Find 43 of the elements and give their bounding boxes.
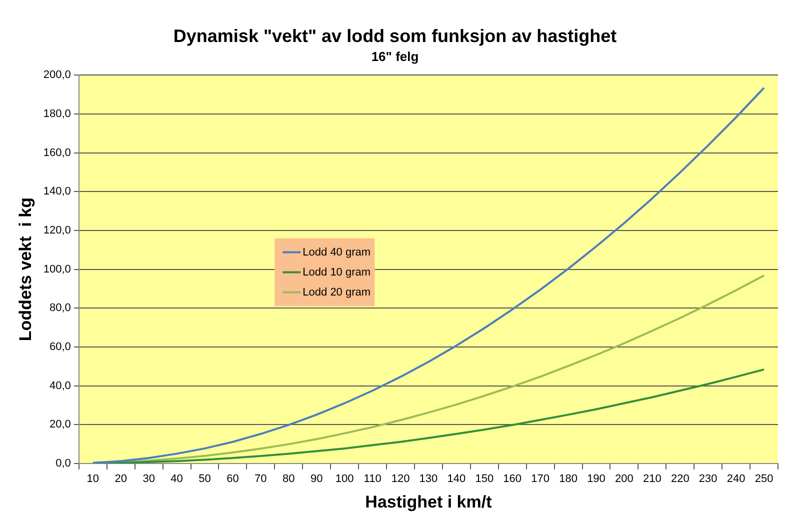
- x-tick-label: 170: [531, 473, 550, 486]
- x-tick-label: 190: [587, 473, 606, 486]
- y-tick-label: 40,0: [50, 380, 71, 392]
- x-axis-title: Hastighet i km/t: [365, 492, 492, 512]
- x-tick-label: 160: [503, 473, 522, 486]
- x-tick-label: 150: [475, 473, 494, 486]
- x-tick-label: 250: [754, 473, 774, 486]
- x-tick-label: 20: [114, 473, 127, 486]
- y-tick-label: 0,0: [56, 457, 71, 470]
- legend-label: Lodd 40 gram: [302, 246, 371, 258]
- x-tick-label: 120: [391, 473, 410, 486]
- y-tick-label: 100,0: [43, 263, 71, 276]
- x-tick-label: 10: [86, 473, 100, 486]
- x-tick-label: 70: [254, 473, 267, 486]
- y-tick-label: 140,0: [43, 186, 71, 198]
- x-tick-label: 30: [142, 473, 155, 486]
- x-tick-label: 80: [282, 473, 295, 486]
- x-tick-label: 50: [198, 473, 211, 486]
- x-tick-label: 110: [364, 473, 382, 486]
- chart-title: Dynamisk "vekt" av lodd som funksjon av hastighet: [173, 26, 617, 46]
- x-tick-label: 130: [419, 473, 438, 486]
- y-tick-label: 200,0: [43, 69, 71, 82]
- y-tick-label: 160,0: [43, 146, 71, 159]
- y-axis-title: Loddets vekt i kg: [16, 198, 35, 342]
- chart-subtitle: 16" felg: [371, 48, 419, 64]
- x-tick-label: 140: [447, 473, 466, 486]
- y-tick-label: 60,0: [50, 340, 71, 353]
- y-tick-label: 120,0: [43, 224, 71, 237]
- x-tick-label: 220: [670, 473, 690, 486]
- legend-label: Lodd 10 gram: [302, 266, 371, 278]
- y-tick-label: 20,0: [50, 418, 71, 431]
- x-tick-label: 230: [698, 473, 718, 486]
- x-tick-label: 100: [335, 473, 354, 486]
- x-tick-label: 210: [642, 473, 662, 486]
- x-tick-label: 180: [559, 473, 578, 486]
- x-tick-label: 60: [226, 473, 239, 486]
- legend-label: Lodd 20 gram: [302, 286, 371, 298]
- x-tick-label: 200: [615, 473, 634, 486]
- y-tick-label: 180,0: [43, 108, 71, 120]
- y-tick-label: 80,0: [50, 302, 71, 314]
- x-tick-label: 90: [310, 473, 323, 486]
- x-tick-label: 240: [726, 473, 746, 486]
- x-tick-label: 40: [170, 473, 183, 486]
